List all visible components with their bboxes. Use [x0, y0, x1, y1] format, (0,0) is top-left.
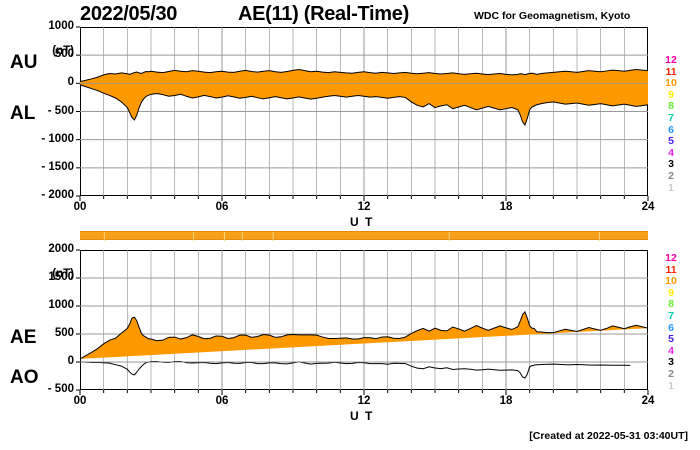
scale-level-1: 1: [668, 181, 674, 194]
y-axis-unit-label: (nT): [52, 45, 74, 57]
scale-level-12: 12: [665, 54, 677, 66]
y-axis-tick-label: 1000: [48, 20, 74, 32]
y-axis-tick-label: 0: [67, 76, 74, 89]
y-axis-tick-label: 1500: [48, 271, 74, 283]
scale-level-4: 4: [668, 344, 674, 357]
series-label-al: AL: [10, 103, 36, 124]
x-axis-tick-label: 18: [499, 395, 513, 407]
station-count-scale-top: 12 11 10 9 8 7 6 5 4 3 2 1: [660, 54, 682, 194]
scale-level-2: 2: [668, 169, 674, 182]
scale-level-10: 10: [665, 77, 677, 90]
y-axis-tick-label: - 1500: [41, 160, 74, 173]
y-axis-tick-label: 2000: [48, 243, 74, 255]
scale-level-7: 7: [668, 111, 674, 124]
x-axis-tick-label: 12: [357, 201, 371, 213]
scale-level-5: 5: [668, 333, 674, 346]
series-label-ae: AE: [10, 327, 37, 348]
scale-level-2: 2: [668, 367, 674, 380]
plot-frame: [80, 250, 648, 390]
scale-level-4: 4: [668, 146, 674, 159]
scale-level-6: 6: [668, 123, 674, 136]
scale-level-9: 9: [668, 286, 674, 299]
scale-level-1: 1: [668, 379, 674, 392]
y-axis-tick-label: - 500: [47, 383, 74, 395]
scale-level-9: 9: [668, 88, 674, 101]
created-timestamp: [Created at 2022-05-31 03:40UT]: [529, 430, 688, 442]
x-axis-title: U T: [350, 409, 374, 423]
x-axis-tick-label: 00: [73, 201, 87, 213]
y-axis-tick-label: 0: [67, 355, 74, 367]
data-availability-bar: [80, 231, 648, 241]
y-axis-tick-label: - 500: [47, 104, 74, 117]
scale-level-5: 5: [668, 135, 674, 148]
y-axis-tick-label: 1000: [48, 299, 74, 311]
x-axis-tick-label: 24: [641, 395, 655, 407]
x-axis-title: U T: [350, 215, 374, 229]
station-count-scale-bottom: 12 11 10 9 8 7 6 5 4 3 2 1: [660, 252, 682, 392]
scale-level-11: 11: [665, 263, 677, 276]
credit-label: WDC for Geomagnetism, Kyoto: [474, 10, 631, 22]
x-axis-tick-label: 06: [215, 395, 229, 407]
scale-level-12: 12: [665, 252, 677, 264]
scale-level-7: 7: [668, 309, 674, 322]
scale-level-8: 8: [668, 298, 674, 311]
y-axis-tick-label: - 1000: [41, 132, 74, 145]
page-title-index: AE(11) (Real-Time): [238, 3, 409, 25]
scale-level-10: 10: [665, 275, 677, 288]
scale-level-11: 11: [665, 65, 677, 78]
scale-level-8: 8: [668, 100, 674, 113]
series-label-ao: AO: [10, 367, 39, 388]
x-axis-tick-label: 24: [641, 201, 655, 213]
scale-level-6: 6: [668, 321, 674, 334]
y-axis-tick-label: 500: [54, 48, 74, 61]
scale-level-3: 3: [668, 356, 674, 369]
page-title-date: 2022/05/30: [80, 3, 178, 25]
y-axis-tick-label: - 2000: [41, 189, 74, 201]
x-axis-tick-label: 12: [357, 395, 371, 407]
x-axis-tick-label: 18: [499, 201, 513, 213]
x-axis-tick-label: 06: [215, 201, 229, 213]
x-axis-tick-label: 00: [73, 395, 87, 407]
series-label-au: AU: [10, 52, 38, 73]
y-axis-tick-label: 500: [54, 327, 74, 339]
y-axis-unit-label: (nT): [52, 268, 74, 280]
scale-level-3: 3: [668, 158, 674, 171]
